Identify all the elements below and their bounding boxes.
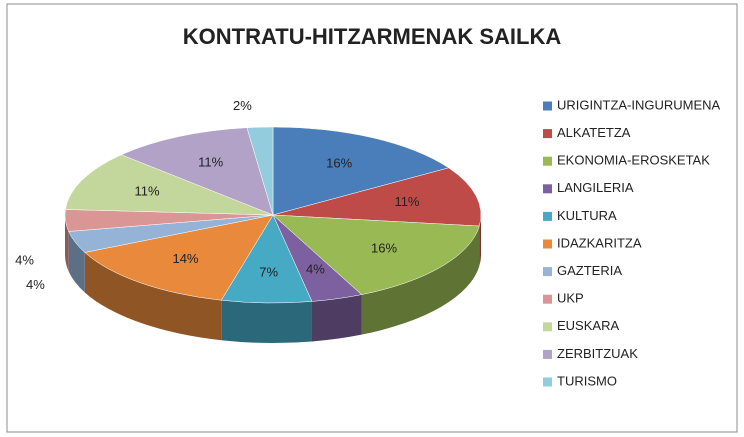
slice — [65, 154, 274, 216]
legend-swatch — [543, 267, 552, 277]
legend-label: UKP — [557, 291, 584, 306]
legend-label: EKONOMIA-EROSKETAK — [557, 153, 710, 168]
slice — [272, 214, 480, 295]
legend-label: ZERBITZUAK — [557, 346, 638, 361]
data-label: 4% — [26, 277, 45, 292]
legend-swatch — [543, 211, 552, 221]
legend-swatch — [543, 129, 552, 139]
slice-side — [68, 231, 85, 293]
slice-side — [311, 294, 362, 342]
data-label: 16% — [326, 156, 352, 171]
legend-label: ALKATETZA — [557, 125, 631, 140]
data-label: 14% — [172, 251, 198, 266]
legend-label: LANGILERIA — [557, 180, 634, 195]
legend-swatch — [543, 184, 552, 194]
legend-swatch — [543, 349, 552, 359]
slice-side — [221, 300, 312, 343]
legend-label: TURISMO — [557, 373, 617, 388]
legend-swatch — [543, 322, 552, 332]
slice-side — [479, 215, 481, 267]
slice — [272, 167, 482, 227]
legend-label: IDAZKARITZA — [557, 235, 642, 250]
legend-label: KULTURA — [557, 208, 617, 223]
legend-label: EUSKARA — [557, 318, 619, 333]
legend-swatch — [543, 294, 552, 304]
slice-side — [65, 215, 69, 272]
data-label: 11% — [134, 183, 159, 198]
chart-title: KONTRATU-HITZARMENAK SAILKA — [183, 24, 562, 49]
legend-label: URIGINTZA-INGURUMENA — [557, 97, 721, 112]
data-label: 7% — [259, 264, 278, 279]
legend-swatch — [543, 156, 552, 166]
legend-swatch — [543, 101, 552, 111]
slice — [272, 126, 450, 216]
data-label: 4% — [15, 253, 34, 268]
legend-swatch — [543, 377, 552, 387]
slice — [84, 214, 274, 301]
data-label: 2% — [233, 98, 252, 113]
legend-label: GAZTERIA — [557, 263, 622, 278]
data-label: 11% — [394, 194, 419, 209]
data-label: 4% — [306, 262, 325, 277]
slice — [246, 126, 274, 216]
data-label: 11% — [198, 155, 223, 170]
slice — [120, 127, 274, 216]
data-label: 16% — [371, 241, 397, 256]
legend-swatch — [543, 239, 552, 249]
slice-side — [361, 226, 480, 335]
